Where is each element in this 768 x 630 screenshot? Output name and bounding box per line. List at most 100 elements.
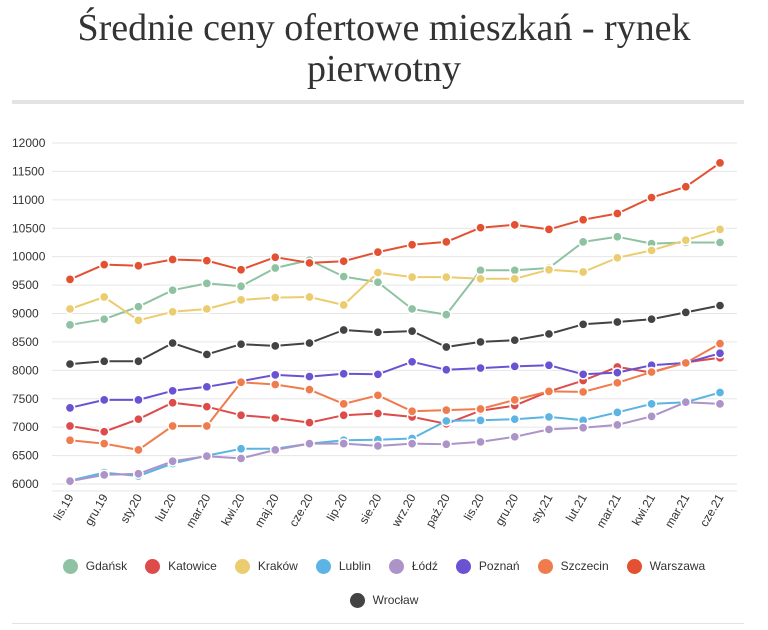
data-point[interactable] [440,309,452,320]
data-point[interactable] [543,224,555,235]
data-point[interactable] [235,294,247,306]
data-point[interactable] [167,254,178,265]
data-point[interactable] [680,234,692,246]
data-point[interactable] [133,260,144,272]
data-point[interactable] [235,264,247,276]
data-point[interactable] [167,337,178,349]
data-point[interactable] [406,325,418,337]
data-point[interactable] [475,222,486,234]
data-point[interactable] [201,303,213,315]
data-point[interactable] [475,414,486,426]
data-point[interactable] [167,397,178,409]
data-point[interactable] [612,231,623,243]
legend-item[interactable]: Wrocław [349,590,418,610]
data-point[interactable] [338,398,350,410]
data-point[interactable] [612,208,623,219]
data-point[interactable] [269,292,281,303]
data-point[interactable] [269,379,281,390]
data-point[interactable] [680,307,692,318]
data-point[interactable] [338,409,350,421]
data-point[interactable] [133,444,144,456]
data-point[interactable] [269,340,281,352]
data-point[interactable] [338,324,350,336]
data-point[interactable] [98,438,110,449]
data-point[interactable] [64,358,76,370]
data-point[interactable] [440,364,452,376]
data-point[interactable] [201,278,213,289]
data-point[interactable] [338,299,350,311]
data-point[interactable] [64,274,76,285]
data-point[interactable] [577,368,589,380]
data-point[interactable] [64,303,76,315]
data-point[interactable] [475,273,486,285]
data-point[interactable] [372,440,384,452]
legend-item[interactable]: Lublin [315,556,371,576]
data-point[interactable] [304,257,315,269]
data-point[interactable] [304,371,315,382]
data-point[interactable] [406,271,418,283]
data-point[interactable] [98,291,110,303]
data-point[interactable] [235,338,247,350]
data-point[interactable] [133,355,144,367]
data-point[interactable] [509,394,521,406]
data-point[interactable] [269,262,281,274]
data-point[interactable] [543,424,555,435]
data-point[interactable] [475,336,486,348]
data-point[interactable] [372,267,384,278]
data-point[interactable] [406,303,418,315]
data-point[interactable] [98,469,110,481]
data-point[interactable] [133,314,144,326]
data-point[interactable] [646,245,657,256]
data-point[interactable] [64,319,76,331]
data-point[interactable] [612,419,623,431]
data-point[interactable] [440,438,452,450]
data-point[interactable] [612,367,623,378]
data-point[interactable] [509,219,521,231]
data-point[interactable] [64,434,76,446]
data-point[interactable] [714,398,726,410]
data-point[interactable] [167,455,178,467]
data-point[interactable] [543,411,555,423]
data-point[interactable] [167,420,178,432]
data-point[interactable] [372,246,384,258]
data-point[interactable] [440,415,452,427]
data-point[interactable] [338,368,350,380]
data-point[interactable] [509,334,521,346]
data-point[interactable] [304,417,315,428]
data-point[interactable] [406,239,418,251]
data-point[interactable] [646,313,657,325]
data-point[interactable] [304,384,315,396]
data-point[interactable] [201,381,213,393]
data-point[interactable] [440,341,452,353]
data-point[interactable] [98,355,110,367]
data-point[interactable] [543,359,555,371]
data-point[interactable] [133,413,144,425]
data-point[interactable] [304,291,315,303]
data-point[interactable] [646,398,657,410]
data-point[interactable] [235,453,247,464]
data-point[interactable] [235,280,247,292]
data-point[interactable] [338,438,350,449]
data-point[interactable] [509,413,521,425]
data-point[interactable] [714,347,726,359]
data-point[interactable] [612,377,623,389]
data-point[interactable] [646,366,657,378]
data-point[interactable] [475,436,486,448]
data-point[interactable] [98,313,110,325]
data-point[interactable] [338,255,350,267]
data-point[interactable] [406,405,418,417]
data-point[interactable] [269,251,281,263]
legend-item[interactable]: Poznań [455,556,520,576]
data-point[interactable] [680,357,692,369]
legend-item[interactable]: Łódź [388,556,438,576]
legend-item[interactable]: Kraków [234,556,298,576]
data-point[interactable] [98,259,110,270]
data-point[interactable] [509,431,521,443]
data-point[interactable] [440,271,452,283]
data-point[interactable] [201,349,213,360]
data-point[interactable] [509,361,521,372]
data-point[interactable] [235,376,247,388]
data-point[interactable] [680,396,692,408]
data-point[interactable] [646,411,657,422]
legend-item[interactable]: Gdańsk [62,556,127,576]
